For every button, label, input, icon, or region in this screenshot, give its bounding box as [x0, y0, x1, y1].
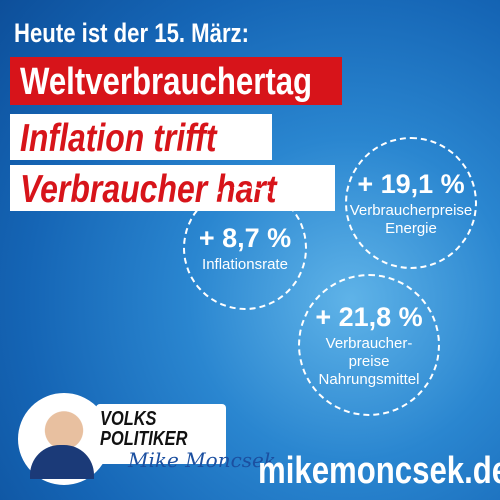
stat-label: Verbraucherpreise [349, 201, 473, 219]
stat-value: + 19,1 % [357, 168, 465, 199]
date-line: Heute ist der 15. März: [14, 18, 250, 48]
stat-label: Inflationsrate [202, 255, 288, 273]
stat-label: Nahrungsmittel [318, 370, 420, 388]
logo-text: VOLKS [100, 408, 157, 430]
signature: Mike Moncsek [128, 448, 277, 472]
headline: Inflation trifft [20, 117, 217, 160]
logo-text: POLITIKER [100, 428, 188, 450]
website: mikemoncsek.de [258, 450, 500, 492]
logo-plate [96, 404, 226, 464]
event-title: Weltverbrauchertag [20, 61, 313, 103]
stat-value: + 8,7 % [198, 222, 292, 253]
stat-circle: + 21,8 % Verbraucher- preise Nahrungsmit… [298, 274, 440, 416]
stat-label: Energie [385, 219, 437, 237]
headline-box: Inflation trifft [10, 114, 272, 160]
stat-label: Verbraucher- [325, 334, 413, 352]
stat-label: preise [348, 352, 390, 370]
stat-value: + 21,8 % [315, 301, 423, 332]
stat-circle: + 19,1 % Verbraucherpreise Energie [345, 137, 477, 269]
event-banner: Weltverbrauchertag [10, 57, 342, 105]
stat-circle: + 8,7 % Inflationsrate [183, 186, 307, 310]
